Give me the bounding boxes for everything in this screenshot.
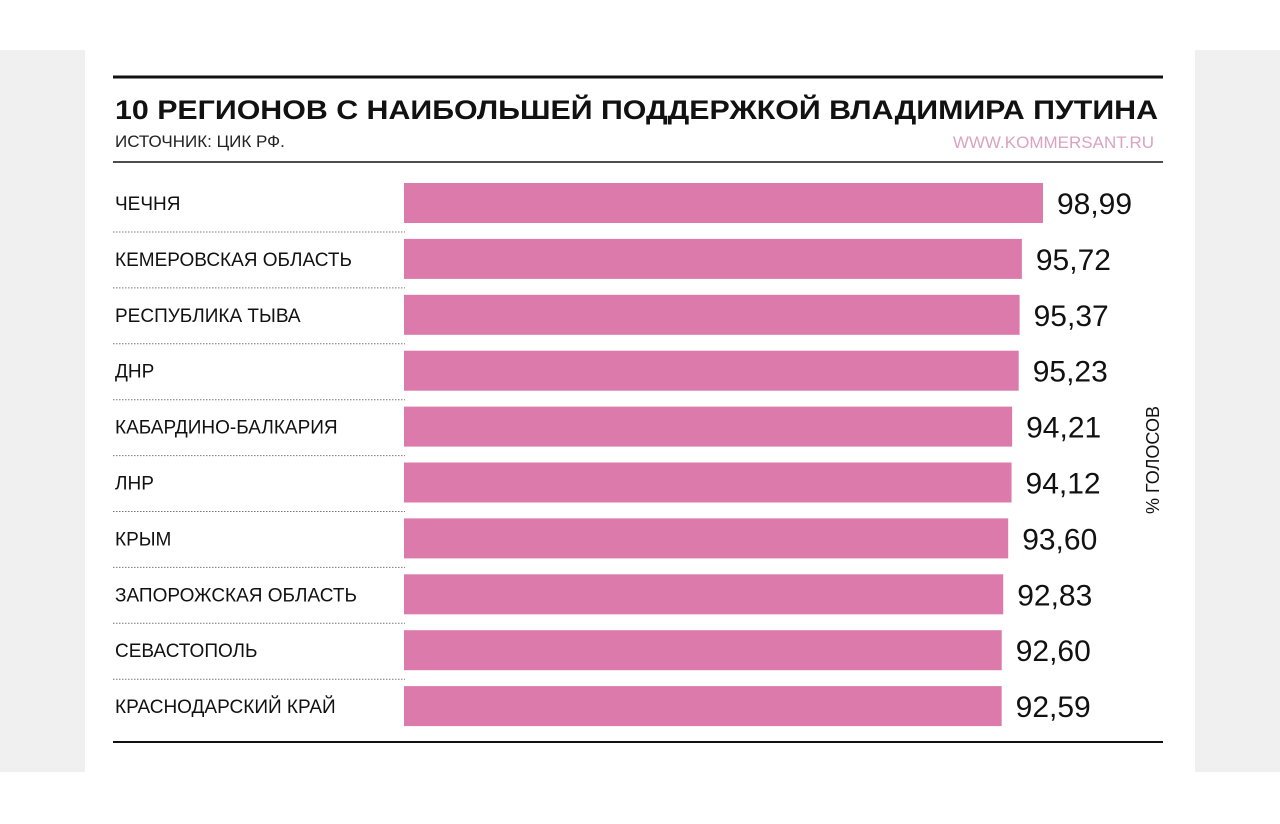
value-label: 95,23 (1033, 356, 1108, 389)
category-label: СЕВАСТОПОЛЬ (115, 641, 257, 662)
value-label: 95,37 (1034, 300, 1109, 333)
value-label: 92,60 (1016, 635, 1091, 668)
value-label: 98,99 (1057, 188, 1132, 221)
bar (404, 574, 1004, 615)
category-label: КРЫМ (115, 529, 171, 550)
chart-credit: WWW.KOMMERSANT.RU (953, 133, 1154, 152)
bar (404, 183, 1043, 223)
category-label: РЕСПУБЛИКА ТЫВА (115, 306, 301, 327)
category-label: ЧЕЧНЯ (115, 194, 180, 215)
value-label: 93,60 (1022, 523, 1097, 556)
category-label: КЕМЕРОВСКАЯ ОБЛАСТЬ (115, 250, 352, 271)
bar (404, 686, 1002, 727)
chart-title: 10 РЕГИОНОВ С НАИБОЛЬШЕЙ ПОДДЕРЖКОЙ ВЛАД… (115, 94, 1158, 125)
bar (404, 350, 1019, 391)
chart-card: 10 РЕГИОНОВ С НАИБОЛЬШЕЙ ПОДДЕРЖКОЙ ВЛАД… (85, 50, 1195, 772)
category-label: КАБАРДИНО-БАЛКАРИЯ (115, 418, 338, 439)
value-label: 92,83 (1017, 579, 1092, 612)
bar (404, 406, 1013, 447)
category-label: ЛНР (115, 474, 154, 495)
y-axis-label: % ГОЛОСОВ (1143, 406, 1163, 514)
category-label: КРАСНОДАРСКИЙ КРАЙ (115, 696, 336, 718)
bar (404, 238, 1022, 279)
left-margin-panel (0, 50, 85, 772)
value-label: 92,59 (1016, 691, 1091, 724)
value-label: 94,12 (1026, 468, 1101, 501)
chart-source: ИСТОЧНИК: ЦИК РФ. (115, 132, 285, 151)
category-label: ДНР (115, 362, 154, 383)
bar (404, 294, 1020, 335)
category-label: ЗАПОРОЖСКАЯ ОБЛАСТЬ (115, 585, 357, 606)
bar (404, 518, 1009, 559)
bar (404, 462, 1012, 503)
bar (404, 630, 1002, 671)
value-label: 94,21 (1026, 412, 1101, 445)
bar-chart: 10 РЕГИОНОВ С НАИБОЛЬШЕЙ ПОДДЕРЖКОЙ ВЛАД… (113, 75, 1163, 743)
right-margin-panel (1195, 50, 1280, 772)
value-label: 95,72 (1036, 244, 1111, 277)
